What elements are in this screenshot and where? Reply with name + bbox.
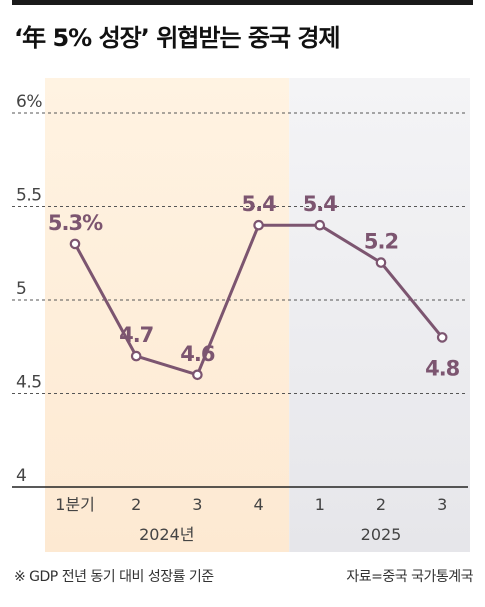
data-label: 4.8 xyxy=(425,356,460,380)
y-tick-label: 5.5 xyxy=(16,186,42,206)
data-point xyxy=(192,369,203,381)
x-tick-label: 2 xyxy=(376,495,386,514)
band-2024 xyxy=(45,78,290,552)
data-label: 5.2 xyxy=(364,230,398,254)
band-2025 xyxy=(289,78,470,552)
data-label: 5.3% xyxy=(48,211,103,235)
x-tick-label: 4 xyxy=(254,495,264,514)
data-point xyxy=(69,238,81,250)
series-segment xyxy=(379,261,444,339)
year-group-label: 2024년 xyxy=(139,525,194,544)
x-tick-label: 1분기 xyxy=(55,495,95,514)
data-point xyxy=(130,350,142,362)
x-tick-label: 2 xyxy=(131,495,141,514)
series-segment xyxy=(195,223,261,377)
year-group-label: 2025 xyxy=(361,525,402,544)
data-point xyxy=(314,219,326,231)
data-label: 4.7 xyxy=(119,323,153,347)
y-tick-label: 4.5 xyxy=(16,373,42,393)
source-credit: 자료=중국 국가통계국 xyxy=(346,569,473,585)
x-tick-label: 3 xyxy=(192,495,202,514)
top-rule xyxy=(12,0,473,5)
y-tick-label: 5 xyxy=(16,279,26,299)
data-point xyxy=(436,332,448,343)
y-tick-label: 6% xyxy=(16,92,42,112)
data-label: 4.6 xyxy=(180,342,215,366)
x-tick-label: 3 xyxy=(437,495,447,514)
series-segment xyxy=(134,354,199,377)
series-segment xyxy=(318,223,383,265)
data-point xyxy=(375,257,387,268)
chart-title: ‘年 5% 성장’ 위협받는 중국 경제 xyxy=(14,24,341,52)
y-tick-label: 4 xyxy=(16,466,26,486)
footnote: ※ GDP 전년 동기 대비 성장률 기준 xyxy=(14,569,214,585)
data-point xyxy=(253,219,264,231)
x-tick-label: 1 xyxy=(315,495,325,514)
series-segment xyxy=(73,242,138,358)
data-label: 5.4 xyxy=(241,192,276,216)
data-label: 5.4 xyxy=(303,192,338,216)
